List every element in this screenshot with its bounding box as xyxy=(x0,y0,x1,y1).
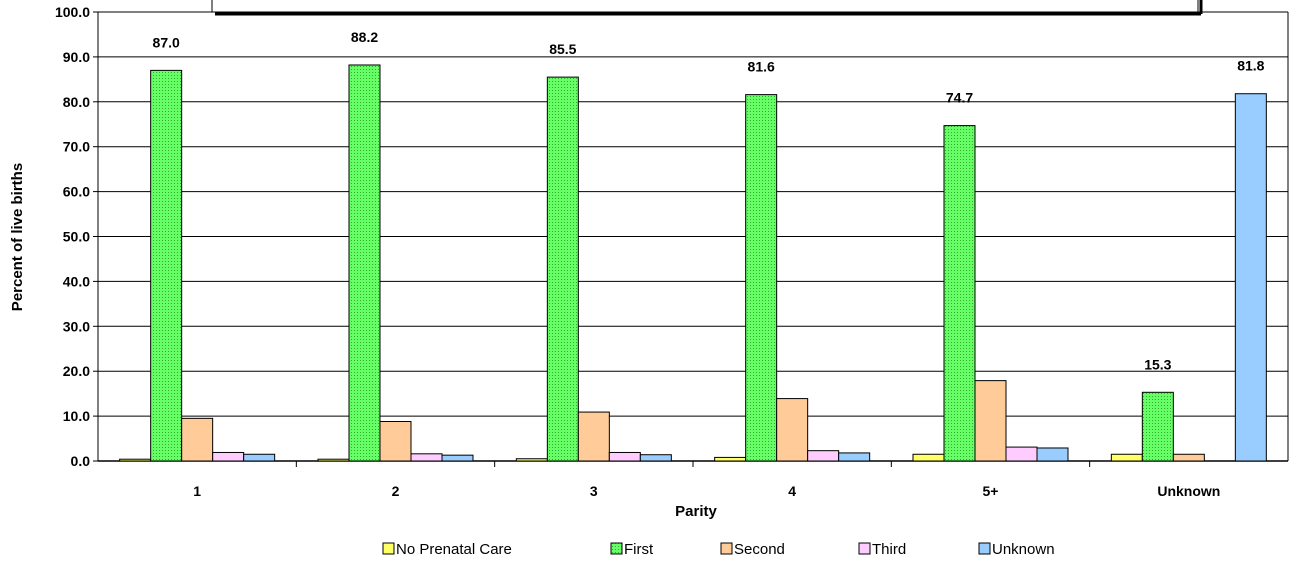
bar-no-prenatal-care xyxy=(119,458,152,462)
bar-first xyxy=(745,94,778,462)
bar-first xyxy=(348,64,381,462)
legend-label: Third xyxy=(872,541,906,558)
bars xyxy=(119,64,1267,462)
bar-first xyxy=(150,69,183,462)
bar-first xyxy=(546,76,579,462)
y-tick-label: 90.0 xyxy=(63,49,90,65)
legend-swatch xyxy=(720,542,733,555)
bar-no-prenatal-care xyxy=(714,456,747,462)
legend: No Prenatal Care First Second Third Unknown xyxy=(382,541,1055,558)
bar-no-prenatal-care xyxy=(317,458,350,462)
bar-first xyxy=(1141,391,1174,462)
bar-first xyxy=(943,125,976,462)
x-axis-ticks: 1 2 3 4 5+ Unknown xyxy=(193,461,1220,499)
legend-label: First xyxy=(624,541,654,558)
data-label: 74.7 xyxy=(946,90,973,106)
legend-swatch xyxy=(978,542,991,555)
y-tick-label: 70.0 xyxy=(63,139,90,155)
bar-second xyxy=(776,398,809,462)
y-tick-label: 100.0 xyxy=(55,4,90,20)
gridlines xyxy=(93,11,1289,462)
legend-label: Unknown xyxy=(992,541,1055,558)
y-tick-label: 0.0 xyxy=(71,453,91,469)
bar-third xyxy=(807,450,840,462)
legend-label: Second xyxy=(734,541,785,558)
data-labels: 87.0 88.2 85.5 81.6 74.7 15.3 81.8 xyxy=(153,29,1265,372)
data-label: 15.3 xyxy=(1144,356,1171,372)
data-label: 81.6 xyxy=(748,59,775,75)
data-label: 88.2 xyxy=(351,29,378,45)
legend-label: No Prenatal Care xyxy=(396,541,512,558)
y-axis-ticks: 0.0 10.0 20.0 30.0 40.0 50.0 60.0 70.0 80.0 90.0 1… xyxy=(55,4,90,469)
x-tick-label: 4 xyxy=(788,483,796,499)
bar-unknown xyxy=(1036,447,1069,462)
x-tick-label: 2 xyxy=(392,483,400,499)
x-tick-label: 3 xyxy=(590,483,598,499)
bar-third xyxy=(1005,446,1038,462)
y-tick-label: 40.0 xyxy=(63,273,90,289)
title-box xyxy=(211,0,1199,13)
bar-unknown xyxy=(838,452,871,462)
bar-no-prenatal-care xyxy=(1110,453,1143,462)
bar-second xyxy=(974,380,1007,462)
legend-swatch xyxy=(382,542,395,555)
data-label: 81.8 xyxy=(1237,58,1264,74)
y-tick-label: 20.0 xyxy=(63,363,90,379)
legend-swatch xyxy=(610,542,623,555)
bar-unknown xyxy=(1234,93,1267,462)
bar-second xyxy=(1172,453,1205,462)
bar-third xyxy=(410,453,443,462)
x-tick-label: 5+ xyxy=(983,483,999,499)
bar-third xyxy=(608,451,641,462)
y-tick-label: 80.0 xyxy=(63,94,90,110)
data-label: 87.0 xyxy=(153,34,180,50)
x-tick-label: 1 xyxy=(193,483,201,499)
bar-no-prenatal-care xyxy=(912,453,945,462)
bar-unknown xyxy=(441,454,474,462)
bar-second xyxy=(379,420,412,462)
y-tick-label: 10.0 xyxy=(63,408,90,424)
bar-no-prenatal-care xyxy=(515,458,548,462)
y-tick-label: 30.0 xyxy=(63,318,90,334)
y-tick-label: 60.0 xyxy=(63,184,90,200)
legend-swatch xyxy=(858,542,871,555)
y-tick-label: 50.0 xyxy=(63,229,90,245)
data-label: 85.5 xyxy=(549,41,576,57)
bar-third xyxy=(212,451,245,462)
bar-second xyxy=(181,417,214,462)
bar-second xyxy=(577,411,610,462)
bar-unknown xyxy=(243,453,276,462)
y-axis-title: Percent of live births xyxy=(9,163,26,311)
bar-unknown xyxy=(639,454,672,462)
x-tick-label: Unknown xyxy=(1157,483,1220,499)
x-axis-title: Parity xyxy=(675,503,717,520)
